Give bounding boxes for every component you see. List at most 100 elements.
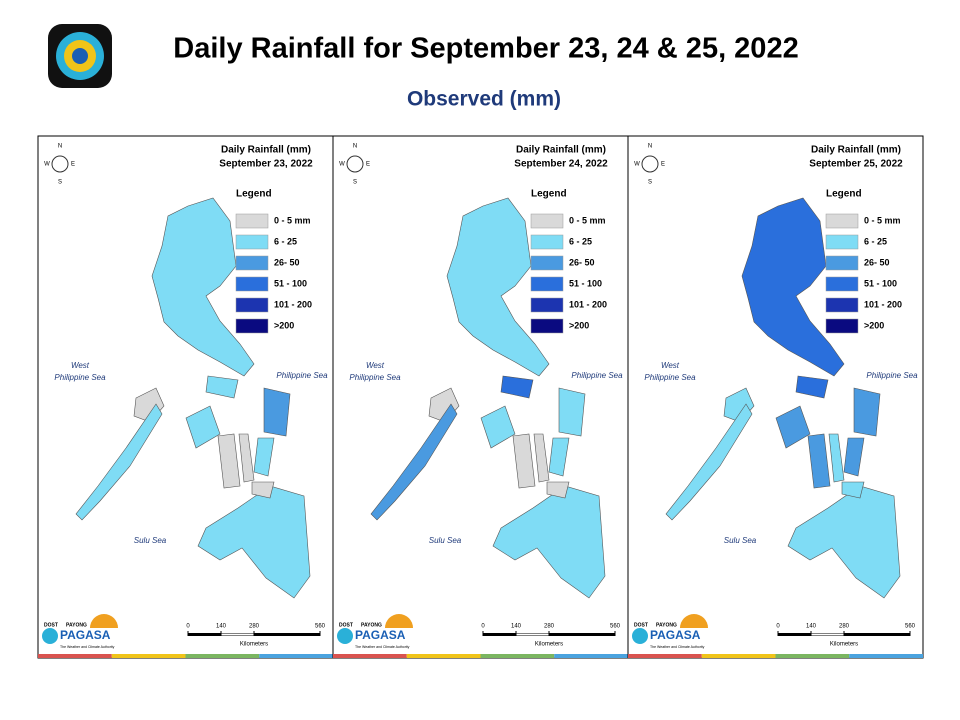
panel-heading: Daily Rainfall (mm) [811,145,901,156]
island [807,433,831,489]
color-stripe [701,654,776,658]
logo-tagline: The Weather and Climate Authority [650,645,705,649]
logo-umbrella [385,614,413,628]
island [546,481,570,499]
compass-label: S [648,180,652,186]
logo-mark [632,628,648,644]
legend-swatch [530,255,564,271]
legend-swatch [825,255,859,271]
compass [346,155,364,173]
legend-label: >200 [274,320,294,330]
legend-title: Legend [531,189,567,200]
legend-label: 26- 50 [274,257,300,267]
legend-label: >200 [569,320,589,330]
scale-tick-label: 560 [610,624,621,630]
panel-date: September 25, 2022 [809,159,903,170]
slide-title: Daily Rainfall for September 23, 24 & 25… [173,33,798,65]
legend-label: >200 [864,320,884,330]
scale-bar-segment [516,633,549,636]
island [548,437,570,477]
island [795,375,829,399]
logo-mark [42,628,58,644]
legend-swatch [825,297,859,313]
island [480,405,516,449]
sea-label: Philippine Sea [54,373,106,382]
legend-label: 6 - 25 [864,236,887,246]
legend-title: Legend [236,189,272,200]
island [253,437,275,477]
scale-tick-label: 560 [905,624,916,630]
color-stripe [480,654,555,658]
agency-logo [48,24,112,88]
island [558,387,586,437]
island [841,481,865,499]
compass-label: N [353,144,357,150]
scale-bar-segment [811,633,844,636]
logo-mark [337,628,353,644]
scale-tick-label: 0 [481,624,485,630]
island [263,387,291,437]
compass-label: E [366,162,370,168]
legend-label: 101 - 200 [864,299,902,309]
legend-swatch [235,276,269,292]
map-panel: Daily Rainfall (mm) September 24, 2022 N E S… [332,135,629,659]
island [775,405,811,449]
compass-label: N [648,144,652,150]
legend-label: 26- 50 [864,257,890,267]
scale-unit: Kilometers [830,642,858,648]
island [217,433,241,489]
panel-date: September 24, 2022 [514,159,608,170]
legend-label: 51 - 100 [569,278,602,288]
legend-swatch [825,213,859,229]
color-stripe [406,654,481,658]
island [205,375,239,399]
legend-label: 0 - 5 mm [864,215,901,225]
color-stripe [628,654,702,658]
logo-payong: PAYONG [66,622,87,628]
slide-subtitle: Observed (mm) [407,88,561,111]
island [238,433,255,483]
panel-heading: Daily Rainfall (mm) [221,145,311,156]
scale-tick-label: 140 [511,624,522,630]
logo-umbrella [680,614,708,628]
panel-date: September 23, 2022 [219,159,313,170]
island [665,403,753,521]
logo-umbrella [90,614,118,628]
scale-unit: Kilometers [535,642,563,648]
color-stripe [554,654,628,658]
island [512,433,536,489]
legend-label: 26- 50 [569,257,595,267]
island [500,375,534,399]
legend-swatch [530,234,564,250]
color-stripe [259,654,333,658]
sea-label: Philippine Sea [644,373,696,382]
compass-label: S [58,180,62,186]
legend-label: 0 - 5 mm [274,215,311,225]
logo-name: PAGASA [355,628,406,642]
legend-swatch [530,213,564,229]
legend-swatch [825,234,859,250]
sea-label: West [661,361,680,370]
sea-label: Sulu Sea [724,536,757,545]
scale-tick-label: 140 [216,624,227,630]
legend-swatch [235,255,269,271]
compass-label: W [339,162,345,168]
legend-label: 0 - 5 mm [569,215,606,225]
legend-label: 51 - 100 [274,278,307,288]
sea-label: West [71,361,90,370]
legend-label: 6 - 25 [274,236,297,246]
logo-dost: DOST [44,622,58,628]
logo-tagline: The Weather and Climate Authority [60,645,115,649]
scale-tick-label: 280 [839,624,850,630]
compass-label: N [58,144,62,150]
island [75,403,163,521]
island [533,433,550,483]
scale-bar-segment [221,633,254,636]
scale-tick-label: 140 [806,624,817,630]
island [185,405,221,449]
legend-swatch [530,297,564,313]
scale-tick-label: 0 [186,624,190,630]
color-stripe [185,654,260,658]
color-stripe [111,654,186,658]
